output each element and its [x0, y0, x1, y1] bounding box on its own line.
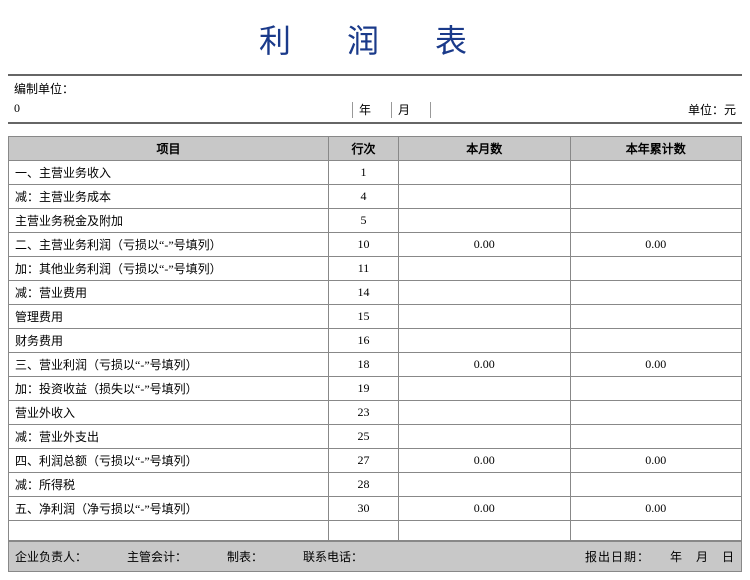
profit-table: 项目 行次 本月数 本年累计数 一、主营业务收入1减：主营业务成本4主营业务税金… — [8, 136, 742, 541]
cell-item: 减：营业外支出 — [9, 425, 329, 449]
table-row: 三、营业利润（亏损以“-”号填列）180.000.00 — [9, 353, 742, 377]
table-row: 加：投资收益（损失以“-”号填列）19 — [9, 377, 742, 401]
cell-line: 23 — [329, 401, 399, 425]
cell-month: 0.00 — [399, 353, 571, 377]
cell-line: 10 — [329, 233, 399, 257]
col-line: 行次 — [329, 137, 399, 161]
cell-item: 减：所得税 — [9, 473, 329, 497]
cell-year: 0.00 — [570, 353, 742, 377]
cell-item: 减：营业费用 — [9, 281, 329, 305]
cell-line: 15 — [329, 305, 399, 329]
cell-month — [399, 425, 571, 449]
cell-item: 财务费用 — [9, 329, 329, 353]
cell-year — [570, 185, 742, 209]
year-label: 年 — [355, 101, 389, 118]
table-row: 四、利润总额（亏损以“-”号填列）270.000.00 — [9, 449, 742, 473]
cell-line: 14 — [329, 281, 399, 305]
cell-year: 0.00 — [570, 497, 742, 521]
footer-report-date: 报出日期： 年 月 日 — [585, 548, 735, 565]
cell-month — [399, 329, 571, 353]
cell-line: 11 — [329, 257, 399, 281]
cell-year: 0.00 — [570, 449, 742, 473]
cell-item: 减：主营业务成本 — [9, 185, 329, 209]
footer-row: 企业负责人： 主管会计： 制表： 联系电话： 报出日期： 年 月 日 — [8, 541, 742, 572]
footer-responsible: 企业负责人： — [15, 548, 87, 565]
footer-preparer: 制表： — [227, 548, 263, 565]
footer-phone: 联系电话： — [303, 548, 363, 565]
cell-line: 30 — [329, 497, 399, 521]
cell-month: 0.00 — [399, 233, 571, 257]
table-blank-row — [9, 521, 742, 541]
cell-year — [570, 425, 742, 449]
cell-year: 0.00 — [570, 233, 742, 257]
org-value: 0 — [14, 101, 20, 118]
cell-month — [399, 401, 571, 425]
cell-year — [570, 329, 742, 353]
cell-month: 0.00 — [399, 497, 571, 521]
cell-month — [399, 209, 571, 233]
year-month-block: 年 月 — [350, 101, 433, 118]
cell-year — [570, 305, 742, 329]
cell-year — [570, 209, 742, 233]
org-label: 编制单位： — [14, 80, 74, 97]
table-row: 减：所得税28 — [9, 473, 742, 497]
cell-year — [570, 473, 742, 497]
table-row: 加：其他业务利润（亏损以“-”号填列）11 — [9, 257, 742, 281]
col-month: 本月数 — [399, 137, 571, 161]
cell-item: 二、主营业务利润（亏损以“-”号填列） — [9, 233, 329, 257]
cell-line: 19 — [329, 377, 399, 401]
cell-line: 27 — [329, 449, 399, 473]
cell-month — [399, 305, 571, 329]
month-label: 月 — [394, 101, 428, 118]
col-year: 本年累计数 — [570, 137, 742, 161]
cell-year — [570, 377, 742, 401]
cell-month — [399, 473, 571, 497]
cell-item: 营业外收入 — [9, 401, 329, 425]
cell-line: 4 — [329, 185, 399, 209]
cell-item: 管理费用 — [9, 305, 329, 329]
table-row: 减：营业费用14 — [9, 281, 742, 305]
cell-month — [399, 281, 571, 305]
table-row: 管理费用15 — [9, 305, 742, 329]
cell-item: 四、利润总额（亏损以“-”号填列） — [9, 449, 329, 473]
cell-item: 加：其他业务利润（亏损以“-”号填列） — [9, 257, 329, 281]
cell-month — [399, 185, 571, 209]
meta-row-period: 0 年 月 单位：元 — [8, 99, 742, 124]
cell-line: 1 — [329, 161, 399, 185]
cell-item: 五、净利润（净亏损以“-”号填列） — [9, 497, 329, 521]
cell-item: 加：投资收益（损失以“-”号填列） — [9, 377, 329, 401]
col-item: 项目 — [9, 137, 329, 161]
cell-year — [570, 281, 742, 305]
cell-line: 28 — [329, 473, 399, 497]
table-row: 财务费用16 — [9, 329, 742, 353]
table-row: 减：营业外支出25 — [9, 425, 742, 449]
table-row: 五、净利润（净亏损以“-”号填列）300.000.00 — [9, 497, 742, 521]
cell-month — [399, 377, 571, 401]
cell-item: 三、营业利润（亏损以“-”号填列） — [9, 353, 329, 377]
cell-year — [570, 401, 742, 425]
cell-line: 18 — [329, 353, 399, 377]
cell-item: 一、主营业务收入 — [9, 161, 329, 185]
meta-row-org: 编制单位： — [8, 76, 742, 99]
cell-line: 25 — [329, 425, 399, 449]
table-row: 一、主营业务收入1 — [9, 161, 742, 185]
cell-month — [399, 257, 571, 281]
cell-item: 主营业务税金及附加 — [9, 209, 329, 233]
cell-month — [399, 161, 571, 185]
table-row: 减：主营业务成本4 — [9, 185, 742, 209]
cell-line: 5 — [329, 209, 399, 233]
cell-month: 0.00 — [399, 449, 571, 473]
unit-label: 单位：元 — [688, 101, 736, 118]
table-row: 主营业务税金及附加5 — [9, 209, 742, 233]
table-row: 营业外收入23 — [9, 401, 742, 425]
table-row: 二、主营业务利润（亏损以“-”号填列）100.000.00 — [9, 233, 742, 257]
footer-accountant: 主管会计： — [127, 548, 187, 565]
cell-year — [570, 161, 742, 185]
cell-year — [570, 257, 742, 281]
cell-line: 16 — [329, 329, 399, 353]
page-title: 利 润 表 — [8, 8, 742, 76]
table-header-row: 项目 行次 本月数 本年累计数 — [9, 137, 742, 161]
